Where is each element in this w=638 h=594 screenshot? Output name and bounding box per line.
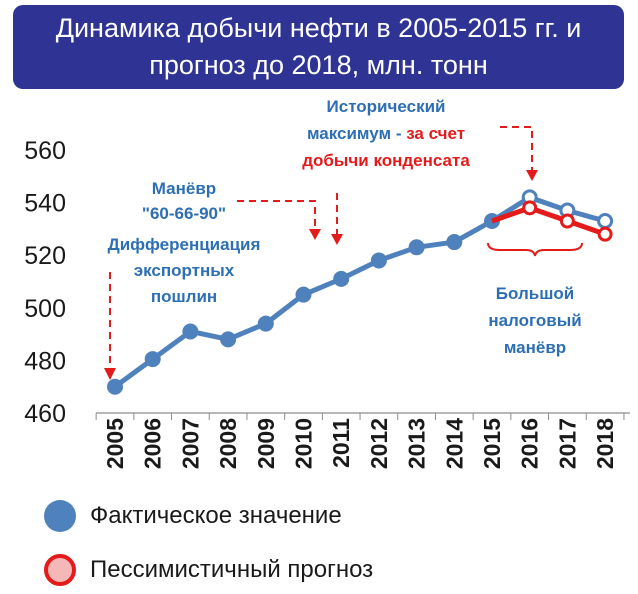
data-point-pessimistic [522,200,538,216]
maneuver-arrowhead [309,229,321,240]
series-layer [107,189,614,395]
x-tick-label: 2016 [517,418,543,469]
maneuver-arrow [237,200,316,230]
x-tick-label: 2012 [366,418,392,469]
legend-item-pessimistic: Пессимистичный прогноз [44,554,373,586]
big-maneuver-label-1: Большой [496,284,574,303]
y-tick-label: 540 [24,190,66,218]
legend-item-actual: Фактическое значение [44,500,342,532]
x-tick-label: 2014 [441,418,467,469]
data-point-actual [144,351,161,368]
x-tick-label: 2006 [140,418,166,469]
diff-duties-label-3: пошлин [151,287,217,306]
y-tick-label: 560 [24,137,66,165]
data-point-actual [107,378,123,395]
maneuver-arrowhead-2 [331,234,343,245]
data-point-actual [408,239,425,256]
y-tick-label: 500 [24,295,66,323]
diff-duties-arrowhead [104,368,116,380]
historic-max-label-1: Исторический [327,97,446,116]
x-tick-label: 2013 [404,418,430,469]
data-point-actual [257,315,274,332]
series-line-pessimistic [491,205,606,237]
data-point-pessimistic [597,226,613,242]
annotation-arrows [109,126,533,370]
data-point-forecast [597,213,614,230]
diff-duties-label-2: экспортных [134,261,235,280]
historic-max-label-3: добычи конденсата [302,151,470,170]
historic-max-label-2: максимум - за счет [307,124,465,143]
y-tick-label: 520 [24,242,66,270]
historic-max-arrow [500,126,533,170]
data-point-actual [295,286,312,303]
chart-title-line-2: прогноз до 2018, млн. тонн [149,50,488,80]
x-tick-label: 2018 [592,418,618,469]
diff-duties-label-1: Дифференциация [108,235,261,254]
x-tick-label: 2007 [177,418,203,469]
legend-pessimistic-label: Пессимистичный прогноз [90,556,374,583]
maneuver-label-1: Манёвр [152,179,216,198]
x-tick-label: 2017 [554,418,580,469]
legend-pessimistic-marker [44,554,76,586]
legend-actual-marker [44,500,76,532]
y-tick-label: 460 [24,400,66,428]
maneuver-label-2: "60-66-90" [142,204,226,223]
data-point-pessimistic [559,213,575,229]
series-line-forecast [490,194,606,224]
x-tick-label: 2015 [479,418,505,469]
data-point-actual [446,234,463,251]
x-tick-label: 2010 [291,418,317,469]
historic-max-arrowhead [526,170,538,181]
data-point-actual [182,323,199,340]
data-point-actual [333,270,350,287]
x-tick-label: 2009 [253,418,279,469]
y-tick-label: 480 [24,347,66,375]
data-point-actual [220,331,237,348]
axis-layer: 460 480 500 520 540 560 2005 2006 2007 2008 2009 20… [24,137,630,469]
arrow-heads [104,170,538,380]
legend-actual-label: Фактическое значение [90,502,342,529]
big-maneuver-label-3: манёвр [504,338,566,357]
big-maneuver-label-2: налоговый [488,311,581,330]
big-maneuver-brace [487,242,583,257]
historic-max-label-2-red: за счет [406,124,465,143]
chart-title-banner: Динамика добычи нефти в 2005-2015 гг. и … [13,5,624,89]
x-tick-label: 2011 [328,418,354,468]
chart-title-line-1: Динамика добычи нефти в 2005-2015 гг. и [55,13,582,43]
historic-max-label-2-blue: максимум - [307,124,406,143]
data-point-actual [370,252,387,269]
x-tick-label: 2005 [102,418,128,469]
x-tick-label: 2008 [215,418,241,469]
